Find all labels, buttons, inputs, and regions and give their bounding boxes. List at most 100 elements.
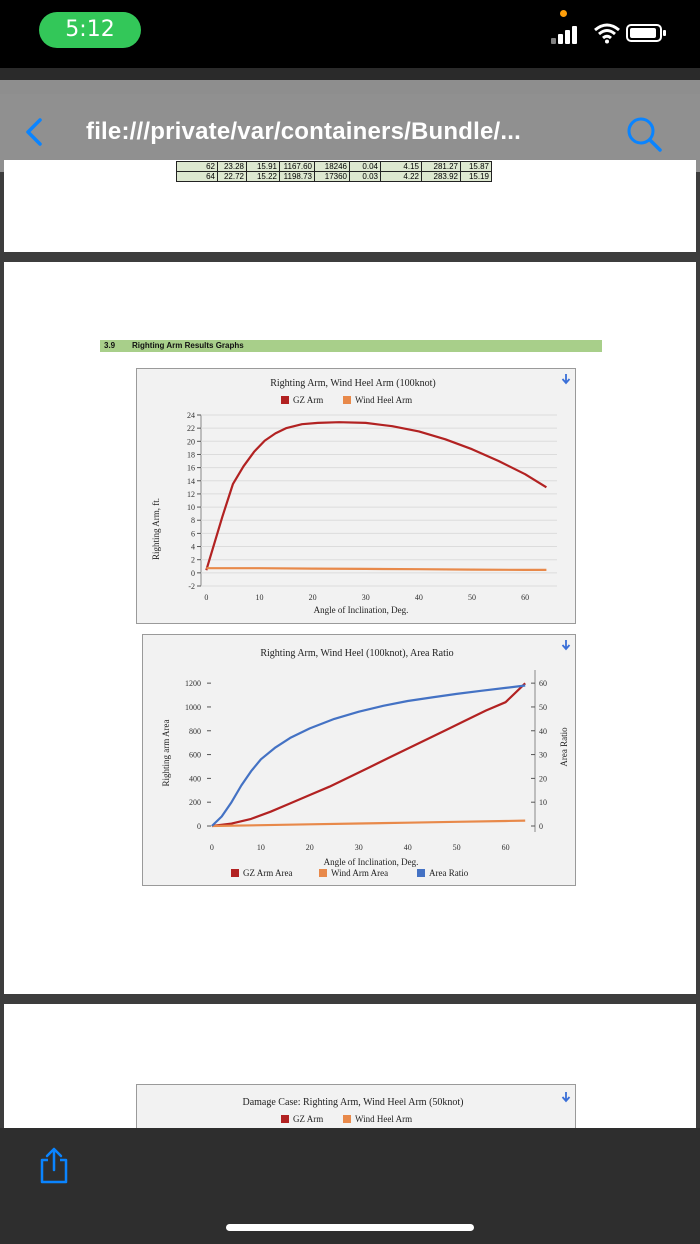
table-cell: 64 — [176, 171, 218, 182]
table-cell: 0.03 — [349, 171, 381, 182]
tick-label: 1000 — [185, 703, 201, 712]
x-axis-ticks: 0 10 20 30 40 50 60 — [210, 843, 510, 852]
tick-label: 50 — [453, 843, 461, 852]
download-arrow-icon[interactable] — [559, 1089, 573, 1105]
table-row: 64 22.72 15.22 1198.73 17360 0.03 4.22 2… — [176, 171, 492, 182]
tick-label: 0 — [210, 843, 214, 852]
document-page-1: 62 23.28 15.91 1167.60 18246 0.04 4.15 2… — [4, 160, 696, 252]
legend-swatch-gz-arm-area — [231, 869, 239, 877]
tick-label: 50 — [468, 593, 476, 602]
tick-label: 24 — [187, 411, 195, 420]
tick-label: -2 — [188, 582, 195, 591]
chart-title: Righting Arm, Wind Heel Arm (100knot) — [270, 378, 436, 389]
tick-label: 400 — [189, 774, 201, 783]
y2-axis-label: Area Ratio — [559, 727, 569, 767]
legend-swatch-wind-heel-arm — [343, 396, 351, 404]
tick-label: 30 — [539, 751, 547, 760]
legend-swatch-wind-heel-arm — [343, 1115, 351, 1123]
tick-label: 8 — [191, 516, 195, 525]
browser-nav-bar: file:///private/var/containers/Bundle/..… — [0, 68, 700, 172]
status-bar: 5:12 — [0, 0, 700, 68]
chart-righting-arm: Righting Arm, Wind Heel Arm (100knot) GZ… — [151, 378, 557, 615]
chart-title: Damage Case: Righting Arm, Wind Heel Arm… — [242, 1097, 463, 1108]
table-cell: 4.22 — [380, 171, 422, 182]
privacy-indicator-dot — [560, 10, 567, 17]
table-cell: 283.92 — [421, 171, 461, 182]
chart-panel-area-ratio: Righting Arm, Wind Heel (100knot), Area … — [142, 634, 576, 886]
y-axis-label: Righting arm Area — [161, 720, 171, 787]
chart-series — [205, 421, 547, 571]
x-axis-label: Angle of Inclination, Deg. — [324, 857, 419, 867]
legend-label-gz-arm-area: GZ Arm Area — [243, 868, 293, 878]
tick-label: 20 — [309, 593, 317, 602]
legend-swatch-gz-arm — [281, 396, 289, 404]
tick-label: 0 — [539, 822, 543, 831]
tick-label: 30 — [355, 843, 363, 852]
chart-gridlines — [200, 414, 557, 587]
table-cell: 281.27 — [421, 161, 461, 172]
chart-series — [211, 682, 526, 828]
section-title: Righting Arm Results Graphs — [132, 341, 244, 350]
y-axis-label: Righting Arm, ft. — [151, 498, 161, 560]
x-axis-label: Angle of Inclination, Deg. — [314, 605, 409, 615]
status-time: 5:12 — [39, 12, 141, 48]
tick-label: 200 — [189, 798, 201, 807]
table-cell: 17360 — [314, 171, 350, 182]
tick-label: 0 — [197, 822, 201, 831]
table-cell: 0.04 — [349, 161, 381, 172]
legend-label-wind-arm-area: Wind Arm Area — [331, 868, 388, 878]
document-page-2: 3.9 Righting Arm Results Graphs Righting… — [4, 262, 696, 994]
section-number: 3.9 — [104, 341, 116, 350]
tick-label: 20 — [187, 437, 195, 446]
table-cell: 1167.60 — [279, 161, 315, 172]
table-cell: 22.72 — [217, 171, 247, 182]
tick-label: 18 — [187, 450, 195, 459]
series-line-wind-heel-arm — [206, 567, 547, 571]
document-page-3: Damage Case: Righting Arm, Wind Heel Arm… — [4, 1004, 696, 1134]
chart-panel-damage-case: Damage Case: Righting Arm, Wind Heel Arm… — [136, 1084, 576, 1134]
wifi-icon — [594, 23, 620, 44]
table-cell: 1198.73 — [279, 171, 315, 182]
table-cell: 15.91 — [246, 161, 280, 172]
tick-label: 10 — [257, 843, 265, 852]
x-axis-ticks: 0 10 20 30 40 50 60 — [204, 593, 529, 602]
tick-label: 50 — [539, 703, 547, 712]
tick-label: 30 — [362, 593, 370, 602]
tick-label: 40 — [539, 727, 547, 736]
tick-label: 10 — [255, 593, 263, 602]
download-arrow-icon[interactable] — [559, 371, 573, 387]
search-icon[interactable] — [624, 114, 664, 154]
tick-label: 40 — [415, 593, 423, 602]
chart-title: Righting Arm, Wind Heel (100knot), Area … — [260, 648, 453, 659]
series-line-area-ratio — [211, 684, 526, 827]
tick-label: 0 — [204, 593, 208, 602]
series-line-gz-arm — [205, 421, 547, 571]
download-arrow-icon[interactable] — [559, 637, 573, 653]
tick-label: 2 — [191, 556, 195, 565]
legend-swatch-gz-arm — [281, 1115, 289, 1123]
legend-swatch-area-ratio — [417, 869, 425, 877]
tick-label: 60 — [539, 679, 547, 688]
cellular-signal-icon — [551, 24, 585, 44]
tick-label: 60 — [502, 843, 510, 852]
results-table: 62 23.28 15.91 1167.60 18246 0.04 4.15 2… — [176, 161, 492, 182]
tick-label: 600 — [189, 751, 201, 760]
back-chevron-icon[interactable] — [20, 116, 50, 148]
chart-area-ratio: Righting Arm, Wind Heel (100knot), Area … — [161, 648, 569, 878]
table-cell: 62 — [176, 161, 218, 172]
table-cell: 15.19 — [460, 171, 492, 182]
tick-label: 10 — [539, 798, 547, 807]
tick-label: 60 — [521, 593, 529, 602]
home-indicator — [226, 1224, 474, 1231]
chart-damage-case: Damage Case: Righting Arm, Wind Heel Arm… — [242, 1097, 463, 1124]
tick-label: 40 — [404, 843, 412, 852]
tick-label: 12 — [187, 490, 195, 499]
table-cell: 15.87 — [460, 161, 492, 172]
url-address[interactable]: file:///private/var/containers/Bundle/..… — [86, 118, 521, 145]
battery-icon — [626, 24, 666, 42]
tick-label: 10 — [187, 503, 195, 512]
legend-label-gz-arm: GZ Arm — [293, 395, 323, 405]
tick-label: 6 — [191, 529, 195, 538]
share-icon[interactable] — [36, 1146, 72, 1186]
